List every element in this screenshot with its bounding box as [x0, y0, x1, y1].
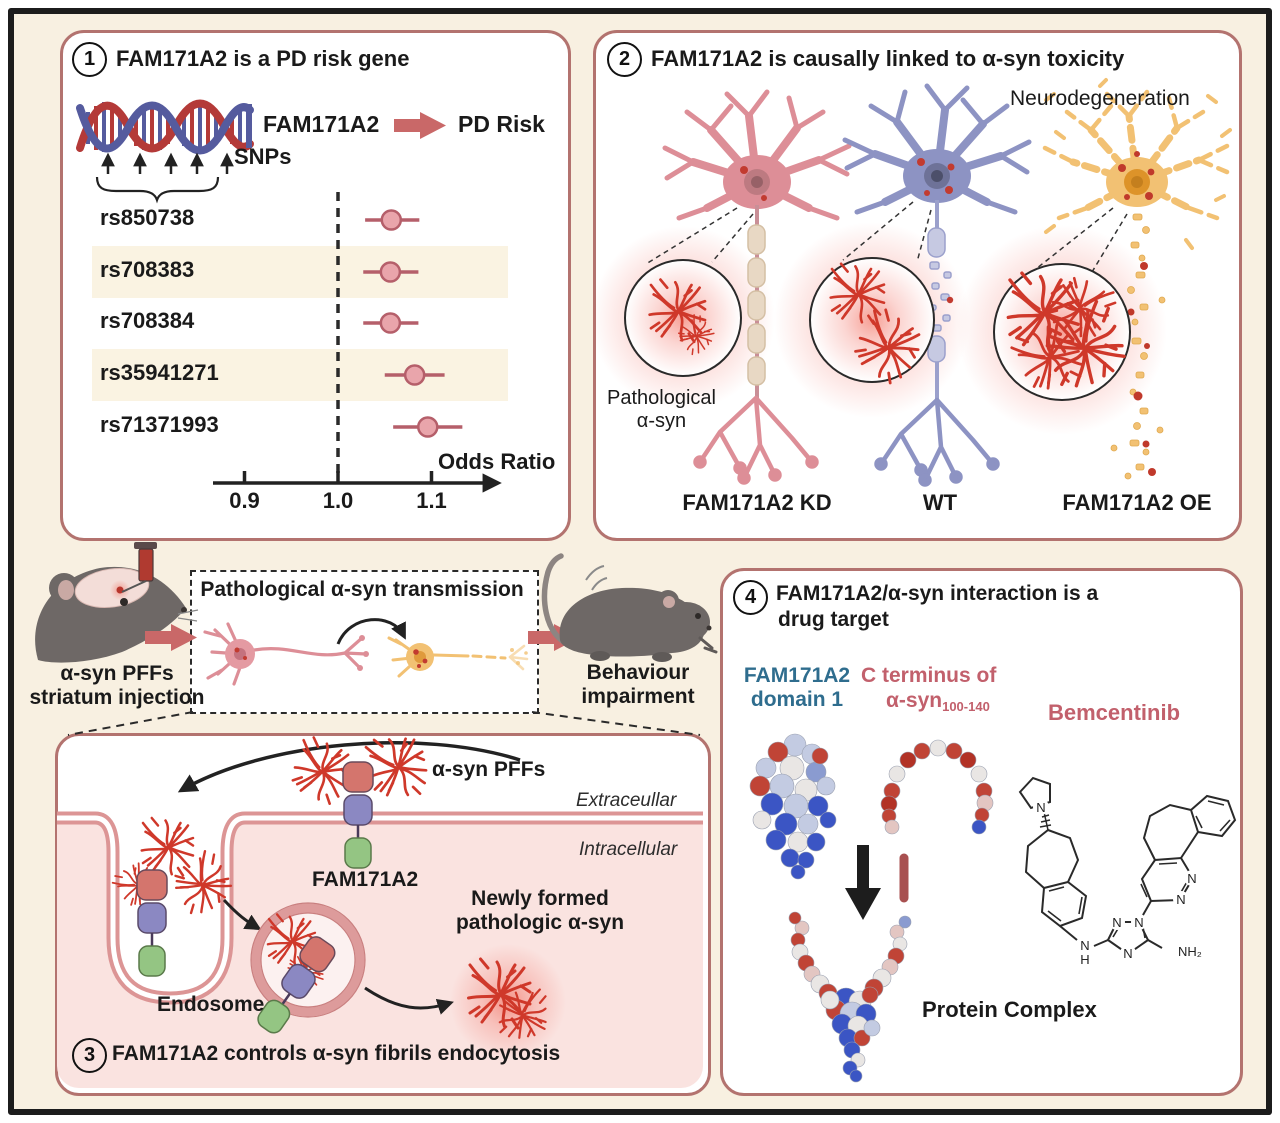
intracellular-label: Intracellular [579, 839, 678, 860]
endosome-label: Endosome [157, 993, 265, 1016]
newly-formed-line2: pathologic α-syn [455, 911, 625, 934]
odds-ratio-label: Odds Ratio [438, 449, 556, 474]
condition-kd-label: FAM171A2 KD [682, 490, 832, 515]
behaviour-label-line1: Behaviour [586, 661, 690, 684]
axis-tick-label: 1.0 [322, 488, 354, 513]
panel1-title: FAM171A2 is a PD risk gene [116, 46, 410, 71]
panel3-caption: FAM171A2 controls α-syn fibrils endocyto… [112, 1042, 561, 1065]
snp-row-label: rs850738 [100, 205, 195, 230]
panel2-title: FAM171A2 is causally linked to α-syn tox… [651, 46, 1125, 71]
panel2-number: 2 [607, 42, 642, 77]
panel4-number: 4 [733, 580, 768, 615]
panel3-number: 3 [72, 1038, 107, 1073]
snp-row-label: rs708384 [100, 308, 195, 333]
protein-complex-label: Protein Complex [922, 997, 1097, 1022]
panel1-number: 1 [72, 42, 107, 77]
fam171a2-label: FAM171A2 [312, 868, 419, 891]
extracellular-label: Extraceullar [576, 790, 677, 811]
domain1-label-line2: domain 1 [750, 688, 844, 711]
pathological-asyn-label: Pathological α-syn [607, 387, 716, 432]
condition-oe-label: FAM171A2 OE [1062, 490, 1212, 515]
gene-label: FAM171A2 [263, 111, 380, 137]
axis-tick-label: 0.9 [229, 488, 260, 513]
cterm-label-line2: α-syn100-140 [886, 689, 990, 714]
bemcentinib-label: Bemcentinib [1048, 700, 1181, 725]
condition-wt-label: WT [922, 490, 958, 515]
pd-risk-label: PD Risk [458, 111, 545, 137]
pffs-label: α-syn PFFs [432, 758, 546, 781]
snps-label: SNPs [234, 144, 292, 169]
snp-row-label: rs708383 [100, 257, 195, 282]
cterm-label-line1: C terminus of [861, 664, 997, 687]
domain1-label-line1: FAM171A2 [743, 664, 851, 687]
axis-tick-label: 1.1 [416, 488, 447, 513]
transmission-title: Pathological α-syn transmission [200, 578, 524, 601]
injection-label-line1: α-syn PFFs [60, 662, 174, 685]
snp-row-label: rs35941271 [100, 360, 219, 385]
injection-label-line2: striatum injection [29, 686, 205, 709]
neurodegeneration-label: Neurodegeneration [1010, 87, 1190, 110]
behaviour-label-line2: impairment [581, 685, 695, 708]
panel4-title-line1: FAM171A2/α-syn interaction is a [776, 582, 1099, 605]
panel4-title-line2: drug target [778, 608, 889, 631]
snp-row-label: rs71371993 [100, 412, 219, 437]
newly-formed-line1: Newly formed [471, 887, 609, 910]
